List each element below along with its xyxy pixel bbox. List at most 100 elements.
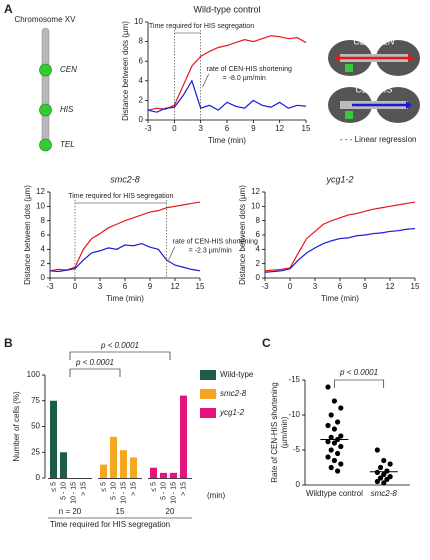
x-tick-label: 9 bbox=[251, 124, 256, 133]
x-tick-label: 12 bbox=[171, 282, 180, 291]
y-tick-label: 0 bbox=[296, 480, 301, 489]
panel-label: B bbox=[4, 336, 13, 350]
bar bbox=[60, 452, 67, 478]
dot bbox=[328, 434, 334, 440]
y-tick-label: 0 bbox=[41, 273, 46, 282]
series-line bbox=[147, 79, 307, 113]
dot bbox=[328, 412, 334, 418]
locus-dot bbox=[39, 103, 52, 117]
locus-label: CEN bbox=[60, 65, 77, 74]
x-tick-label: 3 bbox=[198, 124, 203, 133]
n-label: n = 20 bbox=[59, 507, 82, 516]
y-tick-label: 6 bbox=[256, 230, 261, 239]
x-tick-label: 3 bbox=[98, 282, 103, 291]
locus-dot bbox=[39, 138, 52, 152]
locus-label: TEL bbox=[60, 140, 75, 149]
dot bbox=[335, 450, 341, 457]
dot bbox=[335, 468, 341, 474]
x-tick-label: 10 - 15 bbox=[70, 482, 77, 504]
y-tick-label: 2 bbox=[41, 259, 46, 268]
x-tick-label: 6 bbox=[123, 282, 128, 291]
x-tick-label: ≤ 5 bbox=[100, 482, 107, 492]
dot bbox=[331, 426, 337, 432]
dot bbox=[381, 457, 387, 464]
p-bracket bbox=[69, 368, 121, 377]
x-axis-label: Time required for HIS segregation bbox=[50, 520, 170, 529]
y-tick-label: 8 bbox=[139, 37, 144, 46]
y-tick-label: 10 bbox=[36, 201, 45, 210]
x-tick-label: 6 bbox=[338, 282, 343, 291]
y-tick-label: 100 bbox=[27, 370, 41, 379]
rate-pointer bbox=[202, 73, 209, 88]
x-tick-label: 10 - 15 bbox=[170, 482, 177, 504]
p-bracket bbox=[69, 351, 171, 360]
p-value: p < 0.0001 bbox=[339, 368, 378, 377]
y-axis-label: Distance between dots (µm) bbox=[23, 185, 32, 285]
dot bbox=[325, 422, 331, 429]
panel-label: C bbox=[262, 336, 271, 350]
y-axis-label: Number of cells (%) bbox=[12, 391, 21, 462]
x-tick-label: -3 bbox=[261, 282, 269, 291]
chart-title: Wild-type control bbox=[193, 4, 260, 14]
dot bbox=[331, 398, 337, 404]
rate-value-label: = -8.0 µm/min bbox=[223, 75, 266, 82]
bar bbox=[50, 400, 57, 478]
x-axis-label: Time (min) bbox=[208, 136, 246, 145]
y-axis-label: Distance between dots (µm) bbox=[121, 21, 130, 121]
cell-diagram bbox=[328, 40, 420, 123]
y-tick-label: -15 bbox=[288, 375, 300, 384]
y-tick-label: 2 bbox=[139, 96, 144, 105]
cell-label: CEN-HIS bbox=[355, 84, 392, 94]
y-tick-label: 4 bbox=[139, 76, 144, 85]
x-tick-label: 15 bbox=[302, 124, 311, 133]
p-bracket bbox=[334, 379, 385, 388]
y-tick-label: -5 bbox=[293, 445, 301, 454]
x-tick-label: 5 - 10 bbox=[110, 482, 117, 500]
dot bbox=[374, 469, 380, 475]
dot bbox=[325, 454, 331, 460]
p-value: p < 0.0001 bbox=[75, 358, 114, 367]
x-tick-label: 6 bbox=[225, 124, 230, 133]
y-tick-label: 8 bbox=[41, 216, 46, 225]
y-tick-label: 25 bbox=[31, 447, 40, 456]
y-axis-label: (µm/min) bbox=[280, 416, 289, 448]
y-tick-label: 8 bbox=[256, 216, 261, 225]
x-axis-label: Time (min) bbox=[321, 294, 359, 303]
bar bbox=[150, 467, 157, 478]
x-tick-label: 9 bbox=[363, 282, 368, 291]
x-tick-label: > 15 bbox=[130, 482, 137, 496]
x-tick-label: 0 bbox=[172, 124, 177, 133]
dot bbox=[331, 440, 337, 446]
bar bbox=[160, 472, 167, 478]
dot bbox=[338, 461, 344, 467]
dot bbox=[381, 480, 387, 486]
y-tick-label: 0 bbox=[139, 115, 144, 124]
x-tick-label: 0 bbox=[73, 282, 78, 291]
x-tick-label: 5 - 10 bbox=[160, 482, 167, 500]
x-tick-label: 12 bbox=[386, 282, 395, 291]
chart-title: smc2-8 bbox=[110, 174, 140, 184]
rate-value-label: = -2.3 µm/min bbox=[189, 248, 232, 255]
dot bbox=[325, 384, 331, 390]
x-tick-label: Wildtype control bbox=[306, 489, 363, 498]
y-tick-label: 10 bbox=[251, 201, 260, 210]
dot bbox=[384, 468, 390, 474]
legend-swatch bbox=[200, 370, 216, 380]
legend-label: ycg1-2 bbox=[219, 408, 245, 417]
y-tick-label: 6 bbox=[41, 230, 46, 239]
y-tick-label: 0 bbox=[36, 473, 41, 482]
series-line bbox=[264, 227, 416, 273]
series-line bbox=[49, 242, 201, 273]
dot bbox=[377, 464, 384, 471]
dot bbox=[338, 443, 344, 450]
x-tick-label: 5 - 10 bbox=[60, 482, 67, 500]
dot bbox=[374, 478, 380, 485]
chart-title: ycg1-2 bbox=[325, 174, 353, 184]
dot bbox=[338, 433, 344, 439]
dot bbox=[328, 447, 334, 453]
p-value: p < 0.0001 bbox=[100, 341, 139, 350]
rate-label: rate of CEN-HIS shortening bbox=[173, 239, 258, 246]
span-label: Time required for HIS segregation bbox=[149, 23, 254, 30]
bar bbox=[170, 472, 177, 478]
